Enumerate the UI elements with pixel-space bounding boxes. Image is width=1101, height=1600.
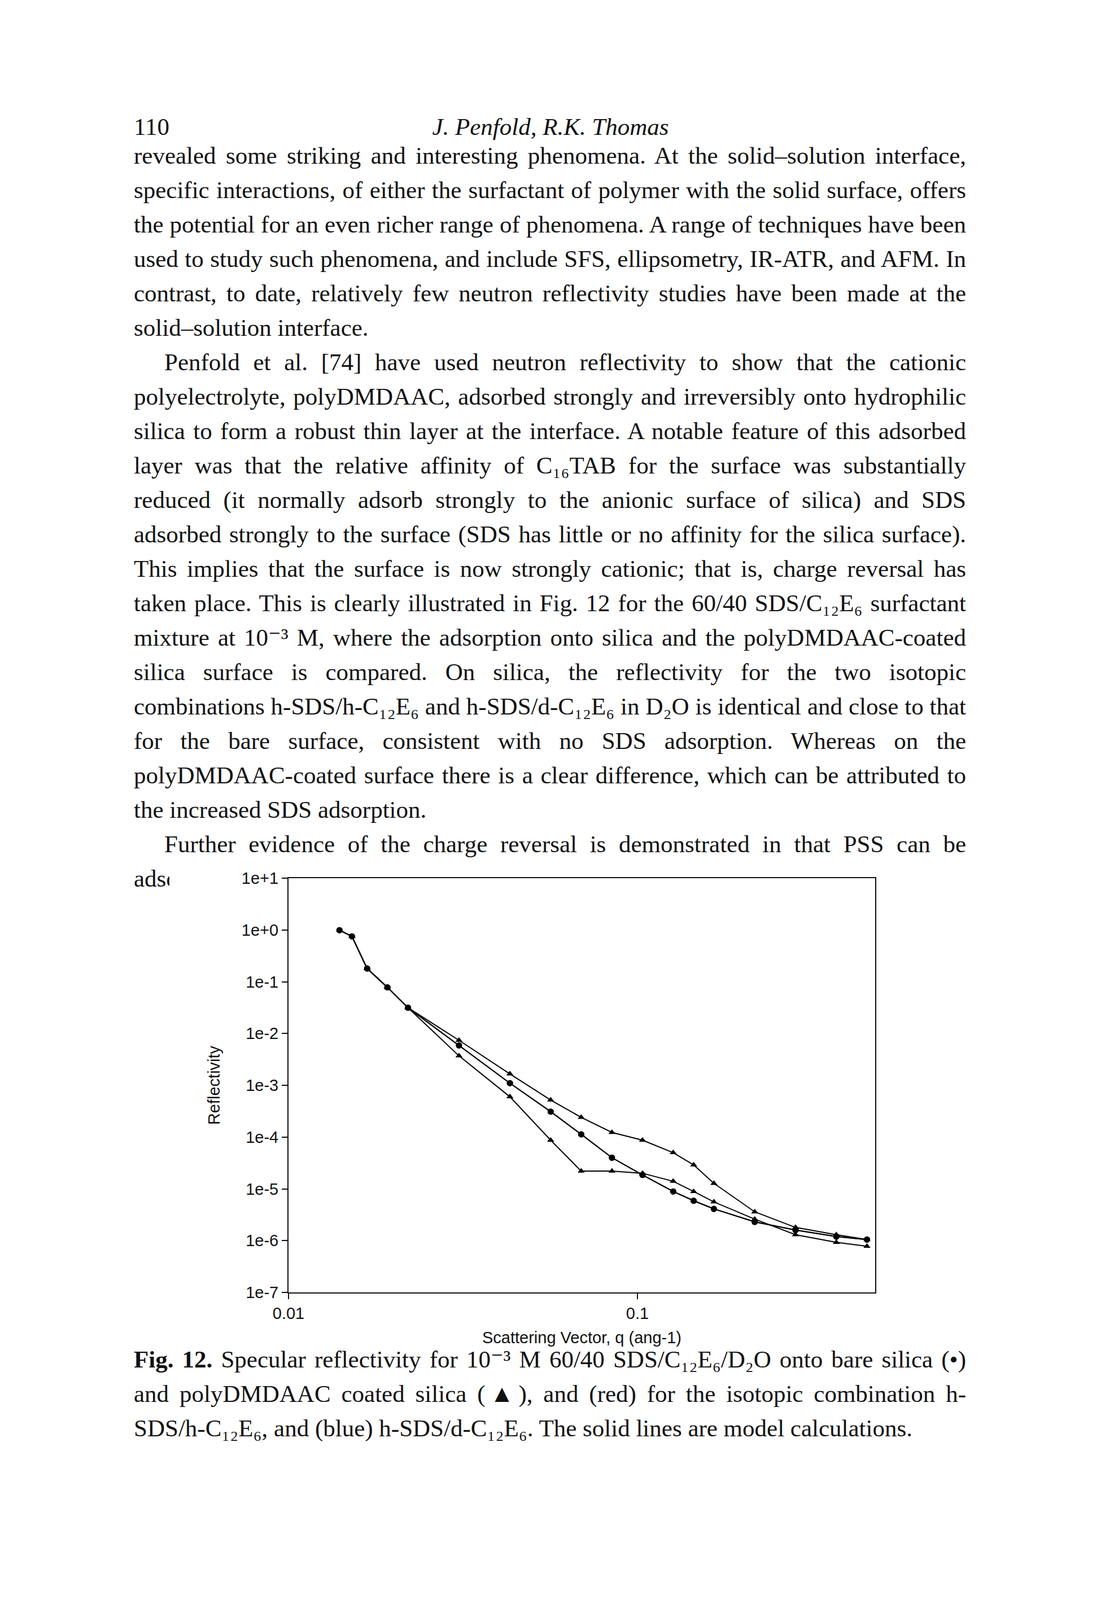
svg-text:Scattering Vector, q (ang-1): Scattering Vector, q (ang-1) xyxy=(482,1329,682,1348)
svg-text:1e-3: 1e-3 xyxy=(245,1076,279,1095)
svg-text:1e-6: 1e-6 xyxy=(245,1231,279,1251)
svg-text:1e+1: 1e+1 xyxy=(241,869,279,888)
svg-text:1e-5: 1e-5 xyxy=(245,1180,279,1199)
svg-text:1e-7: 1e-7 xyxy=(245,1283,279,1303)
svg-text:Reflectivity: Reflectivity xyxy=(204,1045,224,1126)
svg-text:0.01: 0.01 xyxy=(272,1304,305,1323)
svg-text:1e-1: 1e-1 xyxy=(245,973,279,992)
svg-text:1e+0: 1e+0 xyxy=(241,921,279,940)
svg-text:1e-2: 1e-2 xyxy=(245,1024,279,1043)
svg-text:1e-4: 1e-4 xyxy=(245,1128,279,1147)
svg-text:0.1: 0.1 xyxy=(626,1304,649,1323)
